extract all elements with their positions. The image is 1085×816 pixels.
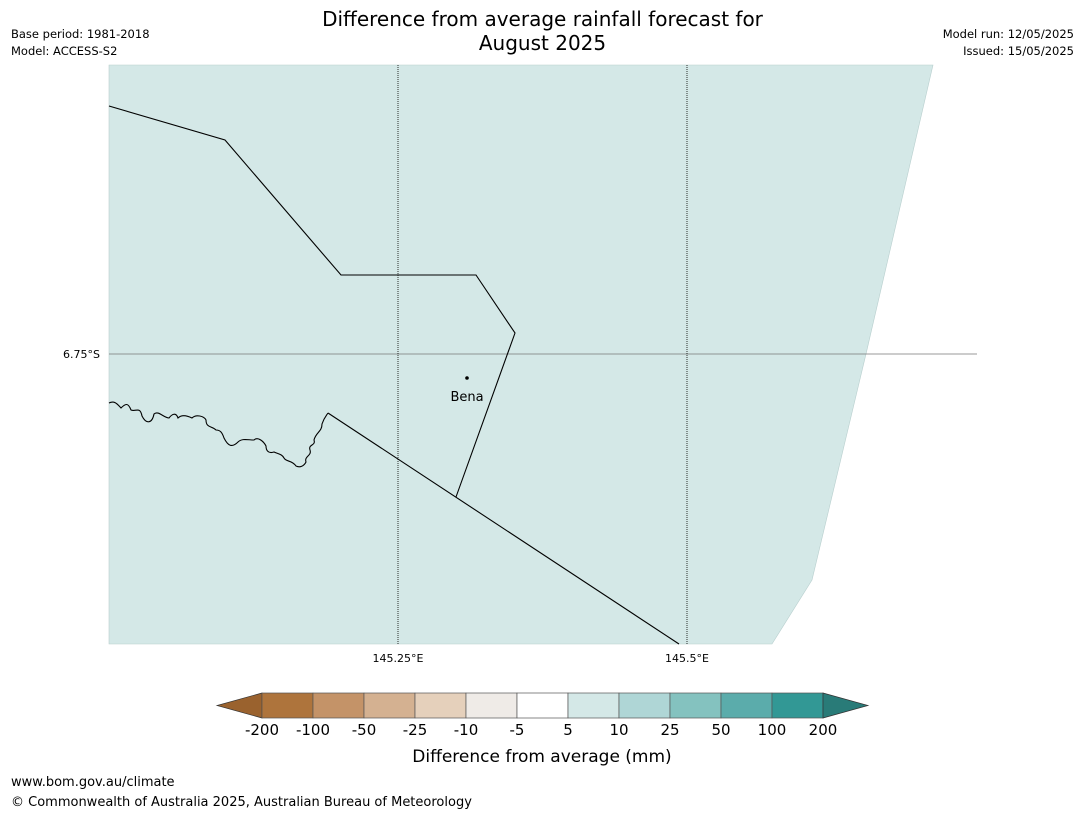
forecast-fill-region — [108, 64, 934, 645]
colorbar-segment — [414, 692, 467, 719]
colorbar-label: Difference from average (mm) — [412, 747, 671, 767]
footer-url[interactable]: www.bom.gov.au/climate — [11, 775, 175, 790]
meta-left: Base period: 1981-2018 Model: ACCESS-S2 — [11, 26, 150, 60]
longitude-label-145-5: 145.5°E — [665, 652, 709, 665]
colorbar — [215, 692, 870, 719]
colorbar-tick-label: -5 — [510, 721, 525, 739]
footer-copyright: © Commonwealth of Australia 2025, Austra… — [11, 795, 472, 810]
colorbar-tick-label: 25 — [660, 721, 679, 739]
title-line-2: August 2025 — [478, 31, 607, 55]
colorbar-tick-label: -100 — [296, 721, 330, 739]
model-run: Model run: 12/05/2025 — [942, 27, 1074, 41]
river-line — [108, 401, 329, 468]
colorbar-tick-label: -50 — [352, 721, 377, 739]
province-boundary-south — [327, 412, 680, 645]
colorbar-tick-label: -10 — [454, 721, 479, 739]
colorbar-extend-high — [822, 692, 870, 719]
colorbar-segment — [720, 692, 773, 719]
colorbar-segment — [669, 692, 722, 719]
colorbar-tick-label: 50 — [711, 721, 730, 739]
base-period: Base period: 1981-2018 — [11, 27, 150, 41]
latitude-label: 6.75°S — [63, 348, 100, 361]
colorbar-segment — [618, 692, 671, 719]
chart-title: Difference from average rainfall forecas… — [0, 7, 1085, 55]
province-boundary-north — [108, 105, 516, 498]
colorbar-segment — [312, 692, 365, 719]
colorbar-segment — [516, 692, 569, 719]
bena-marker — [465, 376, 469, 380]
colorbar-tick-label: -200 — [245, 721, 279, 739]
issued-date: Issued: 15/05/2025 — [963, 44, 1074, 58]
colorbar-segment — [465, 692, 518, 719]
colorbar-tick-label: 200 — [809, 721, 838, 739]
title-line-1: Difference from average rainfall forecas… — [322, 7, 763, 31]
model-name: Model: ACCESS-S2 — [11, 44, 118, 58]
colorbar-segment — [567, 692, 620, 719]
colorbar-tick-label: 5 — [563, 721, 573, 739]
colorbar-tick-label: -25 — [403, 721, 428, 739]
colorbar-extend-low — [215, 692, 263, 719]
colorbar-ticks: -200 -100 -50 -25 -10 -5 5 10 25 50 100 200 — [245, 721, 837, 739]
colorbar-tick-label: 10 — [609, 721, 628, 739]
longitude-label-145-25: 145.25°E — [373, 652, 424, 665]
colorbar-segment — [771, 692, 824, 719]
meta-right: Model run: 12/05/2025 Issued: 15/05/2025 — [943, 26, 1074, 60]
bena-label: Bena — [450, 390, 483, 405]
colorbar-segment — [363, 692, 416, 719]
colorbar-tick-label: 100 — [758, 721, 787, 739]
colorbar-segment — [261, 692, 314, 719]
